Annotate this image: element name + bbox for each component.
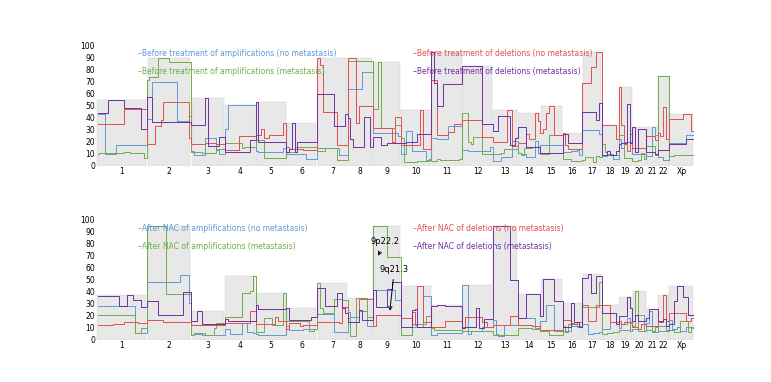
Bar [493, 226, 517, 340]
Text: –Before treatment of deletions (no metastasis): –Before treatment of deletions (no metas… [413, 49, 593, 58]
Bar [463, 285, 492, 340]
Bar [583, 52, 601, 166]
Bar [619, 297, 632, 340]
Bar [97, 295, 146, 340]
Bar [318, 58, 347, 166]
Text: 9q21.3: 9q21.3 [380, 265, 409, 310]
Bar [658, 76, 668, 166]
Bar [563, 133, 582, 166]
Bar [647, 309, 658, 340]
Bar [348, 58, 372, 166]
Bar [658, 295, 668, 340]
Bar [256, 102, 285, 166]
Text: –After NAC of amplifications (metastasis): –After NAC of amplifications (metastasis… [138, 241, 296, 251]
Bar [432, 306, 462, 340]
Bar [147, 58, 190, 166]
Bar [602, 125, 618, 166]
Bar [256, 293, 285, 340]
Bar [225, 105, 255, 166]
Text: –After NAC of deletions (no metastasis): –After NAC of deletions (no metastasis) [413, 223, 564, 233]
Bar [563, 303, 582, 340]
Bar [463, 66, 492, 166]
Bar [287, 123, 316, 166]
Bar [432, 52, 462, 166]
Bar [225, 276, 255, 340]
Bar [518, 294, 540, 340]
Text: –Before treatment of amplifications (metastasis): –Before treatment of amplifications (met… [138, 68, 325, 76]
Bar [583, 274, 601, 340]
Text: 9p22.2: 9p22.2 [370, 237, 399, 255]
Bar [373, 226, 400, 340]
Bar [402, 286, 431, 340]
Text: –After NAC of deletions (metastasis): –After NAC of deletions (metastasis) [413, 241, 552, 251]
Bar [97, 100, 146, 166]
Bar [669, 286, 693, 340]
Bar [402, 110, 431, 166]
Bar [147, 226, 190, 340]
Bar [192, 98, 224, 166]
Bar [373, 62, 400, 166]
Text: –Before treatment of deletions (metastasis): –Before treatment of deletions (metastas… [413, 68, 581, 76]
Text: –After NAC of amplifications (no metastasis): –After NAC of amplifications (no metasta… [138, 223, 308, 233]
Bar [518, 113, 540, 166]
Bar [192, 311, 224, 340]
Bar [318, 283, 347, 340]
Bar [287, 308, 316, 340]
Bar [540, 106, 562, 166]
Bar [669, 115, 693, 166]
Bar [602, 304, 618, 340]
Bar [348, 298, 372, 340]
Bar [633, 127, 646, 166]
Bar [647, 127, 658, 166]
Bar [619, 87, 632, 166]
Bar [493, 110, 517, 166]
Bar [540, 279, 562, 340]
Bar [633, 291, 646, 340]
Text: –Before treatment of amplifications (no metastasis): –Before treatment of amplifications (no … [138, 49, 337, 58]
